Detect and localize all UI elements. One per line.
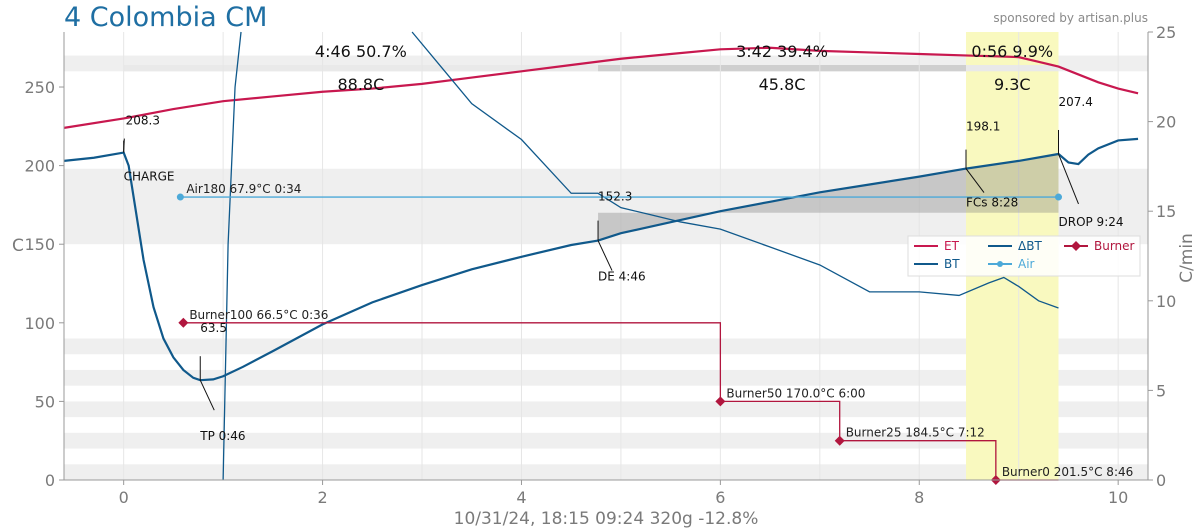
phase-time-label: 0:56 9.9% [971,42,1053,61]
annotation-event-label: DROP 9:24 [1058,215,1123,229]
legend-swatch-marker [997,261,1003,267]
phase-labels: 4:46 50.7% 88.8C 3:42 39.4% 45.8C 0:56 9.9% 9… [315,42,1053,94]
y2-tick-label: 10 [1156,292,1176,311]
annotations-layer: Air180 67.9°C 0:34 Burner100 66.5°C 0:36 B… [123,95,1133,479]
background-band [64,464,1148,480]
legend-entry-label: ΔBT [1018,239,1042,253]
event-label: Burner25 184.5°C 7:12 [846,426,985,440]
annotation-event-label: TP 0:46 [199,429,245,443]
phase-delta-label: 45.8C [759,75,806,94]
annotation-event-label: DE 4:46 [598,270,646,284]
y-tick-label: 200 [24,157,55,176]
annotation-leader [123,138,125,153]
phase-bars [123,65,1059,72]
y2-tick-label: 25 [1156,23,1176,42]
annotation-value-label: 63.5 [200,321,227,335]
x-tick-label: 8 [914,488,924,507]
event-label: Burner50 170.0°C 6:00 [726,386,865,400]
series-line-et [63,46,1139,129]
phase-bar [598,65,967,72]
y-tick-label: 100 [24,314,55,333]
x-tick-label: 0 [119,488,129,507]
y2-tick-label: 15 [1156,202,1176,221]
legend-swatch-marker [1071,241,1081,251]
phase-time-label: 3:42 39.4% [736,42,828,61]
legend-entry-label: Burner [1094,239,1135,253]
annotation-leader [1058,153,1079,205]
phase-delta-label: 88.8C [337,75,384,94]
annotation-value-label: 208.3 [126,114,160,128]
sponsor-text: sponsored by artisan.plus [993,11,1148,25]
legend-entry-label: ET [944,239,960,253]
background-band [64,432,1148,449]
event-label: Air180 67.9°C 0:34 [186,182,301,196]
legend-entry-label: BT [944,257,960,271]
annotation-value-label: 152.3 [598,190,632,204]
legend: ET BT ΔBT Air Burner [907,235,1141,277]
phase-bar [123,65,599,72]
x-tick-label: 2 [317,488,327,507]
legend-entry-label: Air [1018,257,1035,271]
air-point [176,193,184,201]
event-label: Burner100 66.5°C 0:36 [189,308,328,322]
series-layer [63,31,1139,481]
background-band [64,338,1148,355]
legend-box [907,235,1141,277]
background-band [64,401,1148,418]
y-tick-label: 0 [45,471,55,490]
background-band [64,369,1148,386]
event-label: Burner0 201.5°C 8:46 [1002,465,1133,479]
y-tick-label: 250 [24,78,55,97]
annotation-value-label: 207.4 [1058,95,1092,109]
markers-layer [176,193,1062,485]
burner-point [715,396,726,407]
y2-tick-label: 0 [1156,471,1166,490]
phase-bar [966,65,1059,72]
annotation-value-label: 198.1 [966,120,1000,134]
ror-spike-line [222,31,242,481]
y-tick-label: 50 [35,392,55,411]
x-tick-label: 6 [715,488,725,507]
annotation-leader [597,240,613,271]
y2-axis-label: C/min [1177,233,1197,283]
y2-tick-label: 5 [1156,381,1166,400]
air-point [1054,193,1062,201]
phase-time-label: 4:46 50.7% [315,42,407,61]
burner-point [834,435,845,446]
y-tick-label: 150 [24,235,55,254]
annotation-event-label: CHARGE [124,170,175,184]
annotation-leader [199,379,215,411]
x-tick-label: 10 [1108,488,1128,507]
y2-tick-label: 20 [1156,113,1176,132]
footer-stats: 10/31/24, 18:15 09:24 320g -12.8% [454,509,759,529]
phase-delta-label: 9.3C [994,75,1031,94]
burner-step-line [183,322,1059,481]
burner-point [178,317,189,328]
series-line-dbt [411,31,1059,309]
chart-title: 4 Colombia CM [64,2,267,33]
series-line-bt [63,137,1139,382]
annotation-event-label: FCs 8:28 [966,196,1018,210]
y-axis-label: C [12,236,24,256]
annotation-leader [965,168,985,193]
x-tick-label: 4 [516,488,526,507]
